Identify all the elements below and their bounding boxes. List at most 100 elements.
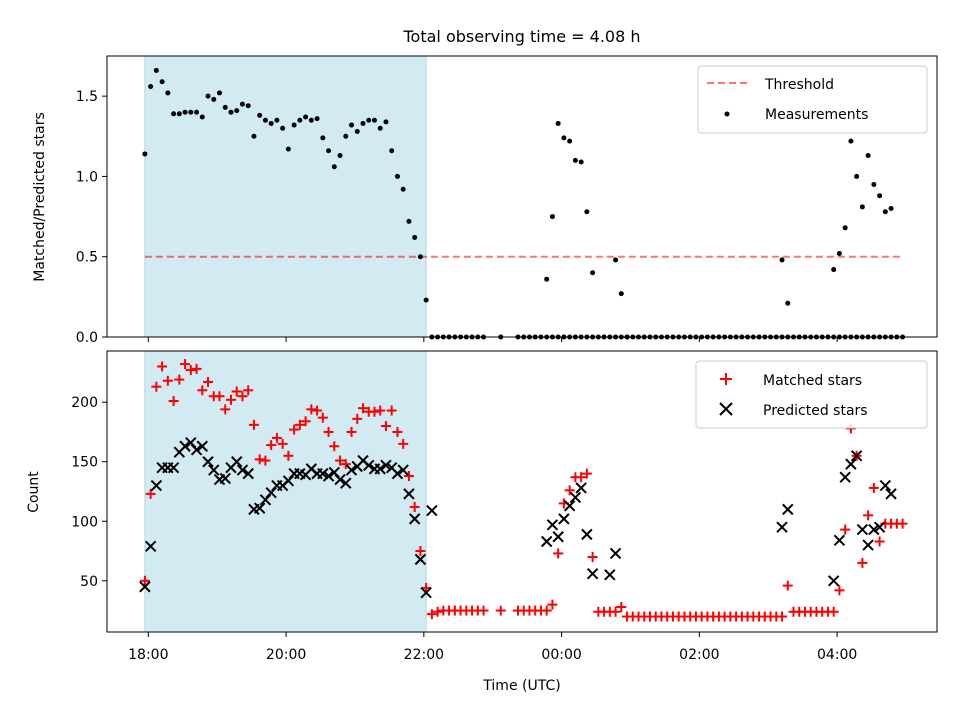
measurement-point [343,133,349,139]
bottom-ytick-label: 100 [71,514,98,530]
matched-star-point [415,546,426,557]
matched-star-point [306,404,317,415]
measurement-point [613,257,619,263]
measurement-point [578,159,584,165]
matched-star-point [616,601,627,612]
predicted-star-point [581,528,593,541]
predicted-star-point [862,539,874,551]
matched-star-point [231,386,242,397]
legend-measurements-label: Measurements [765,107,868,123]
matched-star-point [897,518,908,529]
matched-star-point [857,557,868,568]
predicted-star-point [408,513,421,525]
top-legend-box [697,65,928,134]
figure-title: Total observing time = 4.08 h [402,27,640,46]
matched-star-point [346,426,357,437]
matched-star-point [312,405,323,416]
measurement-point [239,101,245,107]
matched-star-point [358,403,369,414]
x-axis-label: Time (UTC) [482,678,560,694]
xtick-label: 00:00 [541,647,581,663]
measurement-point [877,193,883,199]
predicted-star-point [609,547,622,560]
predicted-star-point [345,464,358,476]
matched-star-point [576,472,587,483]
matched-star-point [392,426,403,437]
predicted-star-point [380,459,392,472]
predicted-star-point [236,464,249,476]
matched-star-point [340,459,351,470]
legend-predicted-swatch [719,402,733,416]
top-ytick-label: 0.5 [76,250,98,266]
measurement-point [297,117,303,123]
measurement-point [584,209,590,215]
measurement-point [142,151,148,157]
measurement-point [383,119,389,125]
measurement-point [417,254,423,260]
measurement-point [148,84,154,90]
matched-star-point [225,394,236,405]
measurement-point [222,104,228,110]
measurement-point [561,135,567,141]
measurement-point [188,109,194,115]
measurement-point [165,90,171,96]
matched-star-point [260,455,271,466]
matched-star-point [220,404,231,415]
measurement-point [848,138,854,144]
predicted-star-point [219,472,231,485]
measurement-point [153,67,159,73]
matched-star-point [426,609,437,620]
matched-star-point [587,551,598,562]
measurement-point [349,122,355,128]
measurement-point [590,270,596,276]
matched-star-point [191,363,202,374]
measurement-point [618,291,624,297]
bottom-legend-box [695,360,928,429]
matched-star-point [277,438,288,449]
measurement-point [389,148,395,154]
matched-star-point [828,606,839,617]
predicted-star-point [586,567,599,580]
predicted-star-point [868,523,880,536]
measurement-point [176,111,182,117]
matched-star-point [403,471,414,482]
predicted-star-point [426,504,438,517]
bottom-axes-frame [106,350,938,633]
matched-star-point [840,524,851,535]
matched-star-point [151,381,162,392]
predicted-star-point [879,479,892,492]
predicted-star-point [885,488,897,500]
predicted-star-point [397,464,409,476]
matched-star-point [547,599,558,610]
measurement-point [320,135,326,141]
measurement-point [567,138,573,144]
matched-star-point [300,416,311,427]
measurement-point [859,204,865,210]
measurement-point [308,117,314,123]
matched-star-point [553,548,564,559]
top-ytick-label: 1.5 [76,89,98,105]
measurement-point [371,117,377,123]
xtick-label: 20:00 [266,647,306,663]
xtick-label: 18:00 [128,647,168,663]
predicted-star-point [196,440,208,452]
predicted-star-point [856,523,869,536]
measurement-point [865,153,871,159]
matched-star-point [145,488,156,499]
predicted-star-point [403,488,415,500]
predicted-star-point [414,553,427,566]
matched-star-point [214,391,225,402]
predicted-star-point [776,521,788,533]
measurement-point [280,125,286,131]
predicted-star-point [242,467,254,480]
bottom-y-axis-label: Count [26,471,42,513]
matched-star-point [478,605,489,616]
predicted-star-point [363,459,375,472]
predicted-star-point [167,461,180,474]
predicted-star-point [845,458,857,470]
matched-star-point [335,455,346,466]
measurement-point [366,117,372,123]
measurement-point [257,112,263,118]
predicted-star-point [540,535,553,548]
measurement-point [572,157,578,163]
